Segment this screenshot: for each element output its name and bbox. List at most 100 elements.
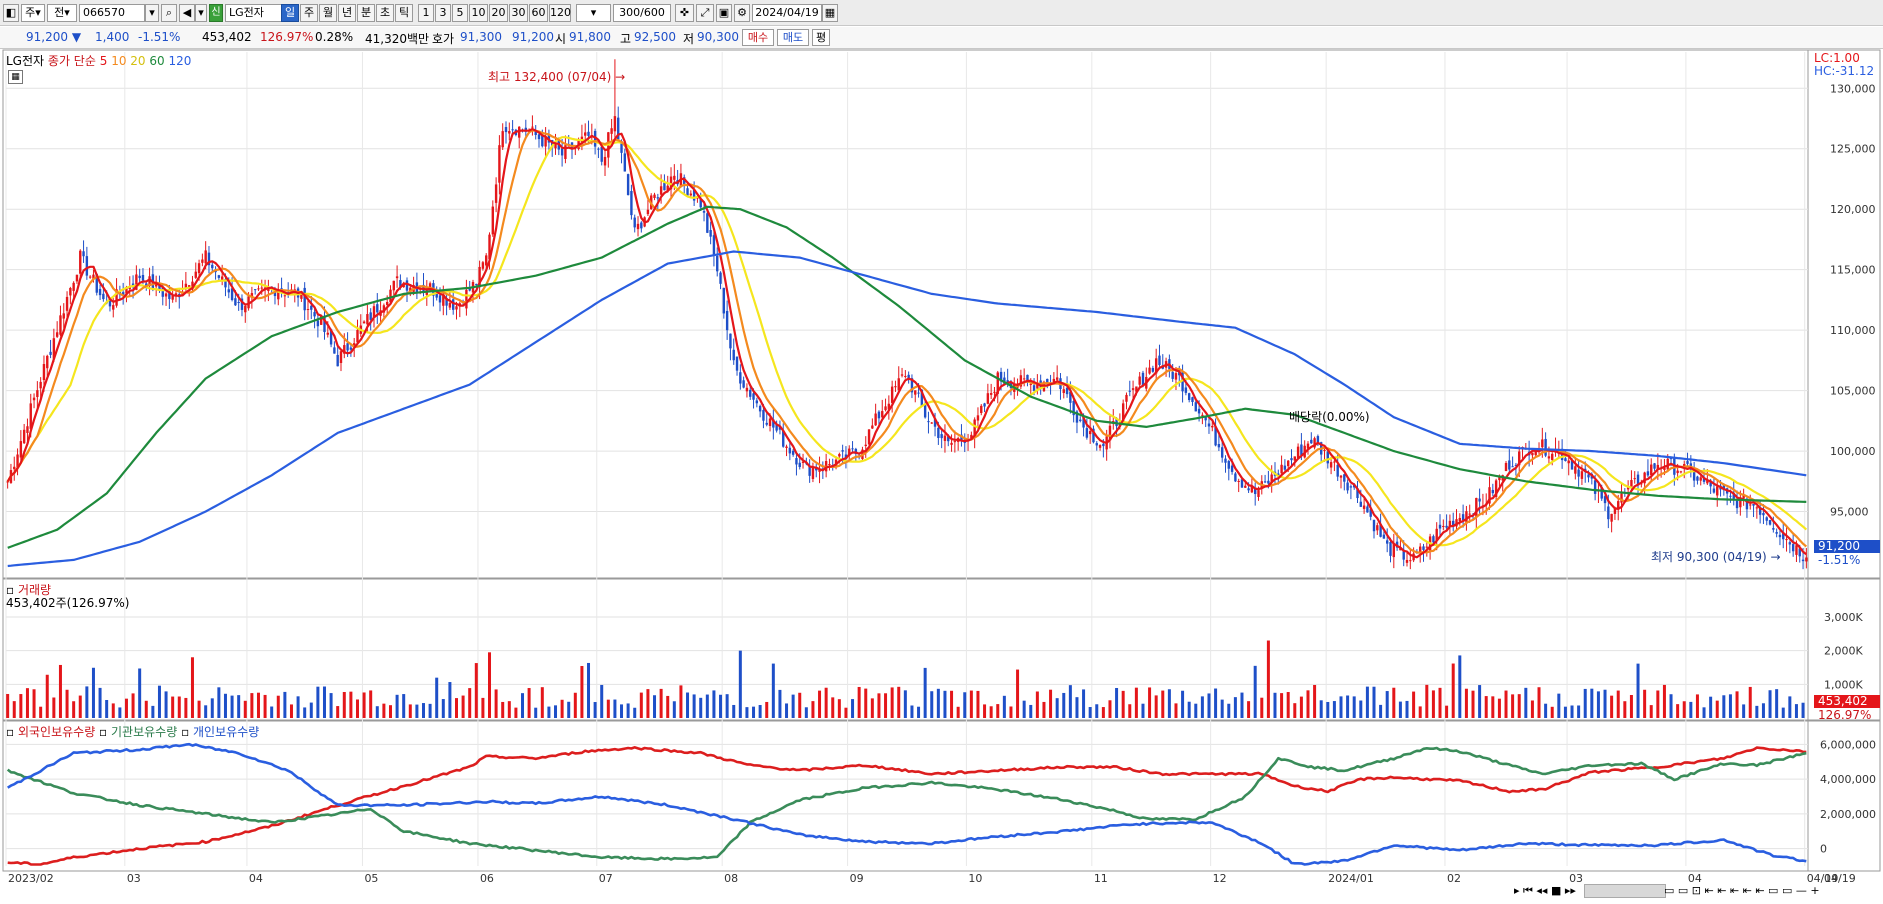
- candle-body: [240, 298, 244, 310]
- speaker-icon[interactable]: ◀: [179, 4, 195, 22]
- eval-button[interactable]: 평: [812, 29, 830, 46]
- minute-120-button[interactable]: 120: [549, 4, 571, 22]
- volume-bar: [441, 699, 445, 718]
- candle-body: [1630, 479, 1633, 488]
- candle-body: [758, 405, 762, 412]
- candle-body: [1600, 487, 1603, 499]
- legend-individual: 개인보유수량: [193, 725, 260, 739]
- period-1-button[interactable]: 주: [300, 4, 318, 22]
- count-value: 300: [619, 6, 641, 19]
- period-5-button[interactable]: 초: [376, 4, 394, 22]
- volume-bar: [342, 692, 346, 718]
- gear-icon[interactable]: ⚙: [734, 4, 750, 22]
- market-select[interactable]: 주▾: [21, 4, 45, 22]
- period-0-button[interactable]: 일: [281, 4, 299, 22]
- volume-bar: [580, 666, 584, 718]
- volume-bar: [514, 707, 518, 718]
- low-label: 저: [683, 32, 695, 46]
- history-dropdown-icon[interactable]: ▾: [195, 4, 207, 22]
- volume-bar: [877, 693, 881, 718]
- candle-body: [1716, 486, 1719, 496]
- cross-icon[interactable]: ✜: [675, 4, 694, 22]
- buy-button[interactable]: 매수: [742, 29, 774, 46]
- minute-30-button[interactable]: 30: [509, 4, 528, 22]
- volume-bar: [1643, 689, 1647, 718]
- period-4-button[interactable]: 분: [357, 4, 375, 22]
- candle-body: [102, 293, 105, 300]
- save-icon[interactable]: ▣: [716, 4, 732, 22]
- candle-body: [811, 467, 815, 479]
- volume-bar: [283, 691, 287, 718]
- candle-body: [485, 255, 488, 266]
- candle-body: [191, 281, 194, 290]
- volume-bar: [322, 686, 326, 718]
- volume-bar: [1134, 687, 1138, 718]
- volume-bar: [1656, 690, 1660, 718]
- volume-bar: [540, 687, 544, 718]
- candle-body: [171, 295, 174, 300]
- candle-body: [1511, 466, 1514, 468]
- candle-body: [253, 289, 257, 291]
- candle-body: [1438, 524, 1442, 529]
- volume-bar: [917, 706, 921, 718]
- volume-bar: [1220, 699, 1224, 718]
- period-6-button[interactable]: 틱: [395, 4, 413, 22]
- volume-bar: [1511, 694, 1515, 718]
- period-2-button[interactable]: 월: [319, 4, 337, 22]
- date-input[interactable]: 2024/04/19: [752, 4, 822, 22]
- scrollbar[interactable]: [1584, 884, 1666, 898]
- candle-body: [399, 280, 402, 288]
- minute-5-button[interactable]: 5: [452, 4, 468, 22]
- volume-bar: [1233, 697, 1237, 718]
- search-icon[interactable]: ⌕: [161, 4, 177, 22]
- minute-3-button[interactable]: 3: [435, 4, 451, 22]
- period-3-button[interactable]: 년: [338, 4, 356, 22]
- minute-60-button[interactable]: 60: [529, 4, 548, 22]
- volume-bar: [1187, 701, 1191, 718]
- holdings-tick-label: 6,000,000: [1820, 738, 1876, 751]
- calendar-icon[interactable]: ▦: [822, 4, 838, 22]
- minute-20-button[interactable]: 20: [489, 4, 508, 22]
- code-input[interactable]: 066570: [79, 4, 145, 22]
- candle-body: [283, 295, 287, 297]
- table-icon[interactable]: ▦: [8, 70, 23, 84]
- candle-body: [465, 289, 468, 309]
- candle-body: [593, 130, 597, 147]
- volume-bar: [1207, 693, 1211, 718]
- minute-1-button[interactable]: 1: [418, 4, 434, 22]
- volume-bar: [969, 690, 973, 718]
- volume-bar: [1761, 703, 1765, 718]
- candle-body: [838, 454, 841, 457]
- candle-body: [1514, 464, 1518, 466]
- foreign-holdings-line: [7, 745, 1807, 866]
- sell-button[interactable]: 매도: [777, 29, 809, 46]
- candle-body: [745, 387, 749, 392]
- price-legend: LG전자 종가 단순 5 10 20 60 120: [6, 52, 191, 69]
- candle-body: [234, 298, 237, 306]
- candle-body: [739, 372, 742, 384]
- count-input[interactable]: 300/600: [613, 4, 671, 22]
- menu-icon[interactable]: ◧: [3, 4, 19, 22]
- candle-body: [1544, 438, 1547, 456]
- zoom-controls[interactable]: ▭ ▭ ⊡ ⇤ ⇤ ⇤ ⇤ ⇤ ▭ ▭ — +: [1664, 884, 1820, 897]
- candle-body: [735, 356, 739, 371]
- volume-bar: [1266, 640, 1270, 718]
- candle-body: [389, 289, 392, 303]
- candle-body: [1349, 486, 1353, 488]
- candle-body: [244, 305, 247, 313]
- minute-dropdown[interactable]: ▾: [576, 4, 611, 22]
- candle-body: [1422, 546, 1425, 550]
- code-dropdown-icon[interactable]: ▾: [145, 4, 159, 22]
- shape-icon[interactable]: ⤢: [696, 4, 714, 22]
- type-label: 전: [54, 6, 65, 19]
- type-select[interactable]: 전▾: [47, 4, 77, 22]
- candle-body: [1749, 504, 1752, 506]
- minute-10-button[interactable]: 10: [469, 4, 488, 22]
- candle-body: [1131, 388, 1135, 390]
- code-value: 066570: [83, 6, 125, 19]
- volume-bar: [837, 699, 841, 718]
- scroll-controls[interactable]: ▸ ⏮ ◂◂ ■ ▸▸: [1514, 884, 1576, 897]
- candle-body: [158, 282, 161, 291]
- candle-body: [937, 427, 940, 438]
- volume-subtitle: 453,402주(126.97%): [6, 596, 130, 610]
